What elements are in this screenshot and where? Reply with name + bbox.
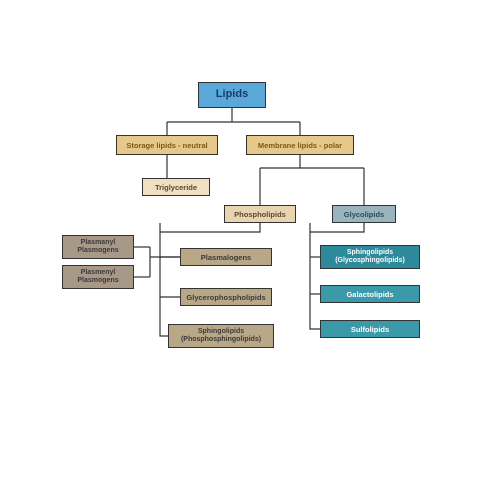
node-glycerophospholipids: Glycerophospholipids: [180, 288, 272, 306]
node-sulfolipids: Sulfolipids: [320, 320, 420, 338]
node-phospholipids: Phospholipids: [224, 205, 296, 223]
node-glycolipids: Glycolipids: [332, 205, 396, 223]
node-sphingo_glyco: Sphingolipids (Glycosphingolipids): [320, 245, 420, 269]
node-plasmalogens: Plasmalogens: [180, 248, 272, 266]
node-sphingo_phospho: Sphingolipids (Phosphosphingolipids): [168, 324, 274, 348]
node-plasmanyl: Plasmanyl Plasmogens: [62, 235, 134, 259]
node-triglyceride: Triglyceride: [142, 178, 210, 196]
node-storage: Storage lipids - neutral: [116, 135, 218, 155]
node-lipids: Lipids: [198, 82, 266, 108]
node-plasmenyl: Plasmenyl Plasmogens: [62, 265, 134, 289]
node-galactolipids: Galactolipids: [320, 285, 420, 303]
node-membrane: Membrane lipids - polar: [246, 135, 354, 155]
